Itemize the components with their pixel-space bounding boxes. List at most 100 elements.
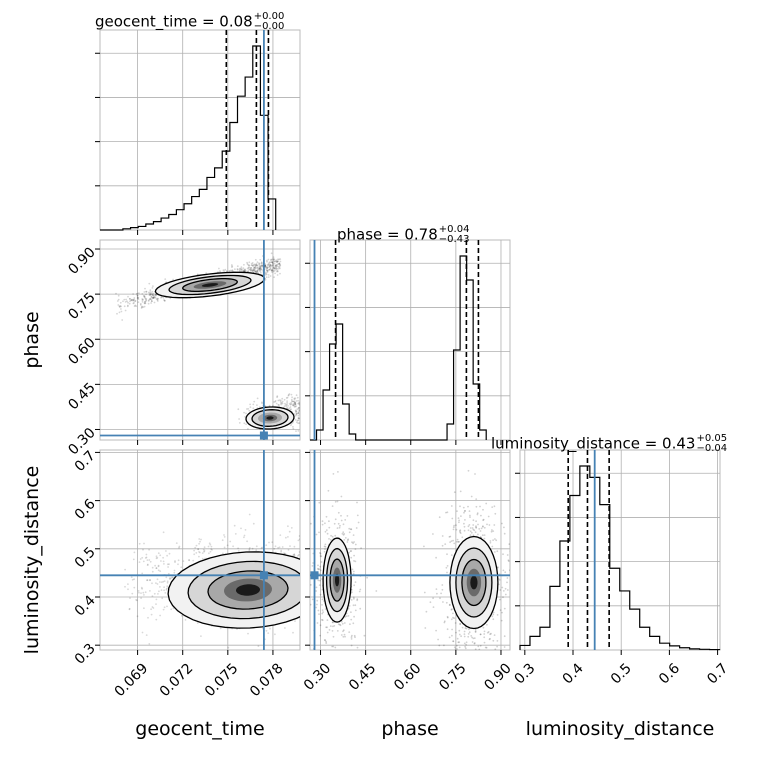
scatter-point <box>118 295 120 297</box>
scatter-point <box>273 258 275 260</box>
scatter-point <box>350 550 352 552</box>
scatter-point <box>353 555 355 557</box>
scatter-point <box>332 505 334 507</box>
scatter-point <box>346 615 348 617</box>
scatter-point <box>164 580 166 582</box>
scatter-point <box>211 546 213 548</box>
scatter-point <box>163 297 165 299</box>
scatter-point <box>145 294 147 296</box>
scatter-point <box>119 312 121 314</box>
scatter-point <box>458 520 460 522</box>
scatter-point <box>161 597 163 599</box>
scatter-point <box>268 276 270 278</box>
scatter-point <box>477 514 479 516</box>
scatter-point <box>437 639 439 641</box>
scatter-point <box>449 637 451 639</box>
scatter-point <box>231 264 233 266</box>
scatter-point <box>253 401 255 403</box>
scatter-point <box>148 559 150 561</box>
scatter-point <box>446 602 448 604</box>
scatter-point <box>286 402 288 404</box>
scatter-point <box>484 538 486 540</box>
title-geocent-time: geocent_time = 0.08 +0.00 −0.00 <box>95 12 284 32</box>
scatter-point <box>334 650 336 652</box>
scatter-point <box>468 529 470 531</box>
scatter-point <box>238 418 240 420</box>
scatter-point <box>464 530 466 532</box>
scatter-point <box>139 543 141 545</box>
scatter-point <box>492 618 494 620</box>
scatter-point <box>239 422 241 424</box>
scatter-point <box>273 276 275 278</box>
scatter-point <box>460 635 462 637</box>
scatter-point <box>454 646 456 648</box>
scatter-point <box>127 296 129 298</box>
scatter-point <box>148 303 150 305</box>
scatter-point <box>470 527 472 529</box>
scatter-point <box>276 403 278 405</box>
scatter-point <box>133 587 135 589</box>
scatter-point <box>327 533 329 535</box>
scatter-point <box>455 524 457 526</box>
scatter-point <box>512 572 514 574</box>
scatter-point <box>261 263 263 265</box>
scatter-point <box>280 404 282 406</box>
scatter-point <box>142 549 144 551</box>
scatter-point <box>351 541 353 543</box>
scatter-point <box>159 554 161 556</box>
scatter-point <box>494 648 496 650</box>
scatter-point <box>321 613 323 615</box>
scatter-point <box>129 298 131 300</box>
scatter-point <box>177 563 179 565</box>
scatter-point <box>459 647 461 649</box>
scatter-point <box>328 520 330 522</box>
scatter-point <box>144 295 146 297</box>
scatter-point <box>158 565 160 567</box>
hist-phase <box>305 240 510 440</box>
scatter-point <box>342 623 344 625</box>
scatter-point <box>353 584 355 586</box>
scatter-point <box>443 645 445 647</box>
scatter-point <box>469 515 471 517</box>
scatter-point <box>298 411 300 413</box>
panel-geocent-phase-panel <box>100 240 304 440</box>
panel-geocent-distance-panel <box>100 450 328 656</box>
scatter-point <box>355 544 357 546</box>
scatter-point <box>321 561 323 563</box>
scatter-point <box>426 611 428 613</box>
scatter-point <box>477 534 479 536</box>
scatter-point <box>451 635 453 637</box>
scatter-point <box>224 547 226 549</box>
scatter-point <box>335 518 337 520</box>
scatter-point <box>141 573 143 575</box>
scatter-point <box>204 550 206 552</box>
scatter-point <box>253 523 255 525</box>
scatter-point <box>357 647 359 649</box>
scatter-point <box>252 270 254 272</box>
scatter-point <box>455 622 457 624</box>
scatter-point <box>471 496 473 498</box>
scatter-point <box>436 588 438 590</box>
scatter-point <box>423 546 425 548</box>
scatter-point <box>456 529 458 531</box>
scatter-point <box>281 398 283 400</box>
scatter-point <box>501 620 503 622</box>
scatter-point <box>439 516 441 518</box>
scatter-point <box>318 532 320 534</box>
scatter-point <box>475 648 477 650</box>
scatter-point <box>197 622 199 624</box>
scatter-point <box>469 631 471 633</box>
scatter-point <box>340 515 342 517</box>
scatter-point <box>146 634 148 636</box>
scatter-point <box>302 410 304 412</box>
scatter-point <box>137 295 139 297</box>
scatter-point <box>245 529 247 531</box>
scatter-point <box>277 271 279 273</box>
scatter-point <box>316 587 318 589</box>
scatter-point <box>132 300 134 302</box>
scatter-point <box>475 526 477 528</box>
scatter-point <box>149 289 151 291</box>
scatter-point <box>286 400 288 402</box>
scatter-point <box>459 634 461 636</box>
scatter-point <box>355 561 357 563</box>
